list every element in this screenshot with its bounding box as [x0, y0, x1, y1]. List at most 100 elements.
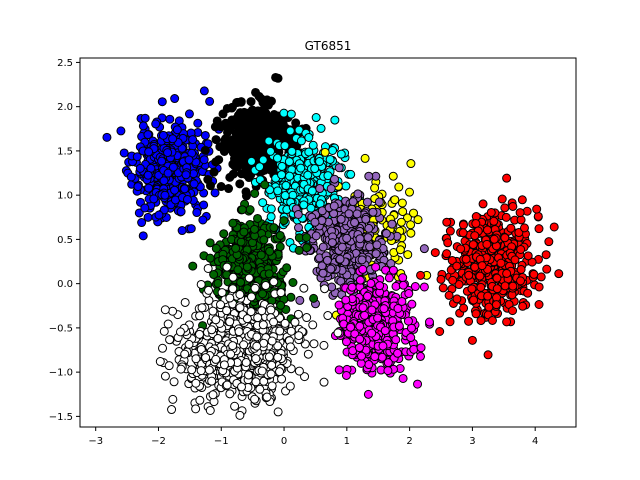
scatter-point: [296, 163, 306, 173]
scatter-point: [309, 339, 319, 349]
scatter-point: [165, 335, 175, 345]
scatter-point: [216, 300, 225, 310]
scatter-point: [276, 300, 286, 310]
scatter-point: [355, 234, 365, 244]
scatter-point: [367, 328, 377, 338]
scatter-point: [237, 205, 247, 215]
scatter-point: [275, 242, 285, 252]
scatter-point: [383, 358, 393, 368]
scatter-point: [319, 377, 329, 387]
scatter-point: [285, 381, 295, 391]
scatter-point: [419, 282, 429, 292]
scatter-point: [468, 240, 478, 250]
scatter-point: [163, 319, 173, 329]
scatter-point: [211, 315, 221, 325]
scatter-point: [544, 237, 554, 247]
scatter-point: [200, 130, 210, 140]
scatter-point: [265, 246, 275, 256]
scatter-point: [258, 155, 268, 165]
scatter-point: [143, 130, 153, 140]
scatter-point: [258, 107, 268, 117]
scatter-point: [348, 197, 358, 207]
scatter-point: [233, 138, 243, 148]
scatter-point: [294, 245, 304, 255]
scatter-point: [228, 272, 238, 282]
scatter-point: [458, 220, 468, 230]
scatter-point: [398, 373, 408, 383]
scatter-point: [364, 223, 374, 233]
scatter-point: [239, 227, 249, 237]
scatter-point: [241, 191, 251, 201]
scatter-point: [409, 208, 419, 218]
scatter-point: [304, 132, 314, 142]
scatter-point: [231, 243, 241, 253]
scatter-point: [342, 233, 352, 243]
scatter-point: [326, 264, 336, 274]
scatter-point: [252, 131, 262, 141]
scatter-point: [237, 382, 247, 392]
scatter-point: [378, 341, 388, 351]
scatter-point: [280, 141, 290, 151]
scatter-point: [310, 217, 320, 227]
scatter-point: [478, 199, 488, 209]
scatter-point: [502, 268, 512, 278]
y-tick-label: 2.5: [57, 58, 73, 69]
y-tick-label: 1.0: [57, 191, 73, 202]
scatter-point: [212, 116, 222, 126]
scatter-point: [199, 155, 209, 165]
scatter-point: [390, 195, 400, 205]
scatter-point: [264, 269, 274, 279]
scatter-point: [164, 361, 174, 371]
scatter-point: [196, 279, 206, 289]
scatter-point: [247, 156, 257, 166]
scatter-point: [424, 317, 434, 327]
scatter-point: [293, 210, 303, 219]
scatter-point: [355, 321, 365, 331]
scatter-point: [232, 162, 242, 172]
scatter-point: [158, 130, 168, 140]
scatter-point: [518, 301, 528, 311]
scatter-point: [388, 171, 398, 181]
scatter-point: [371, 249, 381, 259]
scatter-point: [363, 233, 373, 243]
scatter-point: [523, 288, 533, 298]
scatter-point: [475, 271, 485, 281]
scatter-point: [381, 229, 391, 239]
scatter-point: [442, 217, 452, 227]
scatter-point: [236, 277, 246, 287]
scatter-point: [231, 129, 241, 139]
scatter-point: [388, 265, 398, 275]
scatter-point: [209, 167, 219, 177]
scatter-point: [157, 97, 167, 107]
scatter-point: [168, 306, 178, 316]
scatter-point: [243, 129, 253, 139]
scatter-point: [196, 366, 206, 376]
scatter-point: [253, 213, 263, 223]
scatter-point: [452, 261, 462, 271]
scatter-point: [294, 223, 304, 233]
scatter-point: [430, 248, 440, 258]
scatter-point: [489, 234, 499, 244]
scatter-point: [406, 220, 416, 230]
scatter-point: [387, 219, 397, 229]
scatter-point: [302, 243, 312, 253]
scatter-point: [549, 222, 559, 232]
scatter-point: [193, 118, 203, 128]
scatter-point: [416, 343, 426, 353]
scatter-point: [461, 254, 471, 264]
scatter-point: [198, 215, 208, 225]
scatter-point: [403, 316, 413, 326]
scatter-point: [534, 224, 544, 234]
scatter-point: [138, 231, 148, 241]
scatter-point: [342, 337, 352, 347]
scatter-point: [517, 195, 527, 205]
scatter-point: [315, 157, 325, 167]
scatter-point: [299, 283, 309, 293]
scatter-point: [266, 204, 276, 214]
scatter-point: [233, 265, 243, 275]
scatter-point: [413, 379, 423, 389]
scatter-point: [251, 354, 261, 364]
scatter-point: [203, 175, 213, 185]
scatter-point: [251, 377, 261, 387]
